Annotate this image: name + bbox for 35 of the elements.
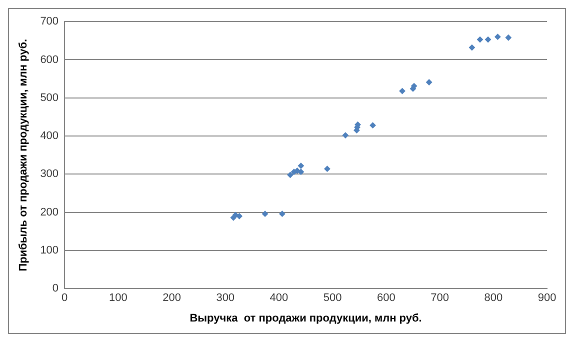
- x-tick-label: 100: [108, 292, 128, 304]
- point: [287, 172, 294, 178]
- point: [324, 166, 330, 172]
- x-tick-label: 800: [484, 292, 503, 304]
- y-tick-label: 100: [40, 244, 59, 256]
- y-axis-title: Прибыль от продажи продукции, млн руб.: [18, 38, 30, 272]
- point: [426, 79, 432, 86]
- point: [342, 132, 349, 138]
- x-tick-label: 300: [216, 292, 235, 304]
- x-axis-title: Выручка от продажи продукции, млн руб.: [190, 312, 422, 324]
- point: [298, 168, 304, 176]
- y-tick-label: 0: [52, 282, 59, 295]
- x-tick-label: 400: [270, 292, 288, 304]
- x-tick-label: 200: [162, 292, 181, 304]
- y-tick-label: 300: [40, 168, 59, 180]
- x-tick-label: 700: [430, 292, 449, 304]
- x-tick-label: 0: [61, 292, 68, 304]
- point: [505, 34, 512, 41]
- point: [278, 210, 286, 218]
- y-tick-label: 500: [40, 92, 59, 104]
- point: [298, 162, 304, 169]
- point: [262, 210, 268, 218]
- point: [484, 36, 492, 43]
- y-tick-label: 700: [40, 16, 59, 28]
- point: [370, 122, 376, 129]
- x-tick-label: 900: [538, 292, 556, 304]
- point: [476, 36, 484, 43]
- point: [236, 212, 243, 220]
- y-tick-label: 600: [40, 54, 59, 66]
- point: [468, 44, 476, 51]
- y-tick-label: 200: [40, 206, 59, 218]
- point: [494, 34, 501, 40]
- y-tick-label: 400: [40, 130, 59, 142]
- x-tick-label: 500: [323, 292, 342, 304]
- x-tick-label: 600: [377, 292, 396, 304]
